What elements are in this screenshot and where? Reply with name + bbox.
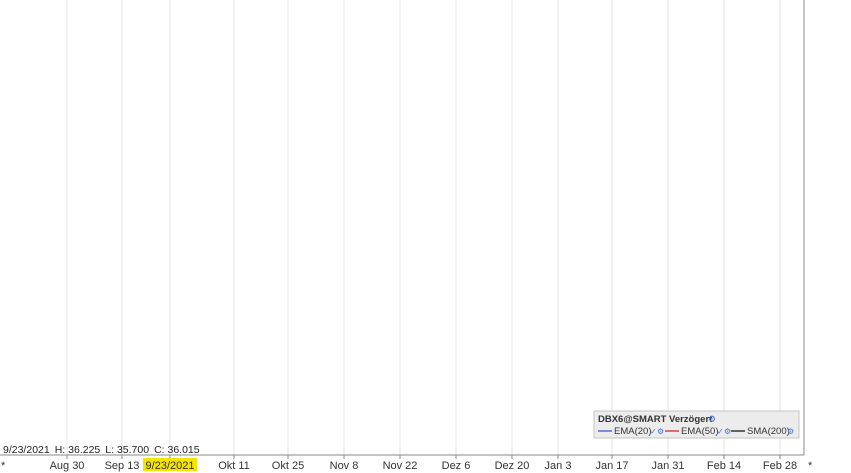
x-tick-label: Okt 25 <box>272 460 304 472</box>
ohlc-high: H: 36.225 <box>55 444 101 456</box>
x-tick-label: Jan 3 <box>545 460 572 472</box>
legend-item-ema20: EMA(20) <box>614 426 651 437</box>
legend-settings-icon[interactable]: ⚙ <box>657 427 664 436</box>
legend-box[interactable]: DBX6@SMART Verzögert ⚙ EMA(20) ✓ ⚙ EMA(5… <box>594 411 799 438</box>
x-tick-label: Aug 30 <box>50 460 85 472</box>
x-tick-label: Sep 13 <box>105 460 140 472</box>
x-tick-label: Jan 31 <box>651 460 684 472</box>
x-tick-label: Nov 8 <box>330 460 359 472</box>
ohlc-date: 9/23/2021 <box>3 444 50 456</box>
x-tick-label: Feb 28 <box>763 460 797 472</box>
scroll-right-icon[interactable]: * <box>808 460 813 472</box>
ohlc-close: C: 36.015 <box>154 444 200 456</box>
legend-check-icon[interactable]: ✓ <box>717 427 724 436</box>
legend-settings-icon[interactable]: ⚙ <box>724 427 731 436</box>
y-tick-label: 25.000 <box>812 0 846 3</box>
x-tick-label: Dez 20 <box>495 460 530 472</box>
scroll-left-icon[interactable]: * <box>1 460 6 472</box>
x-tick-label: Jan 17 <box>595 460 628 472</box>
legend-title: DBX6@SMART Verzögert <box>598 414 713 425</box>
legend-settings-icon[interactable]: ⚙ <box>708 414 716 424</box>
legend-item-sma200: SMA(200) <box>747 426 790 437</box>
x-tick-label: Okt 11 <box>218 460 250 472</box>
x-tick-label: Nov 22 <box>383 460 418 472</box>
legend-item-ema50: EMA(50) <box>681 426 718 437</box>
x-tick-label: 9/23/2021 <box>146 460 195 472</box>
legend-settings-icon[interactable]: ⚙ <box>787 427 794 436</box>
x-tick-label: Dez 6 <box>442 460 471 472</box>
ohlc-low: L: 35.700 <box>105 444 149 456</box>
x-tick-label: Feb 14 <box>707 460 741 472</box>
legend-check-icon[interactable]: ✓ <box>650 427 657 436</box>
